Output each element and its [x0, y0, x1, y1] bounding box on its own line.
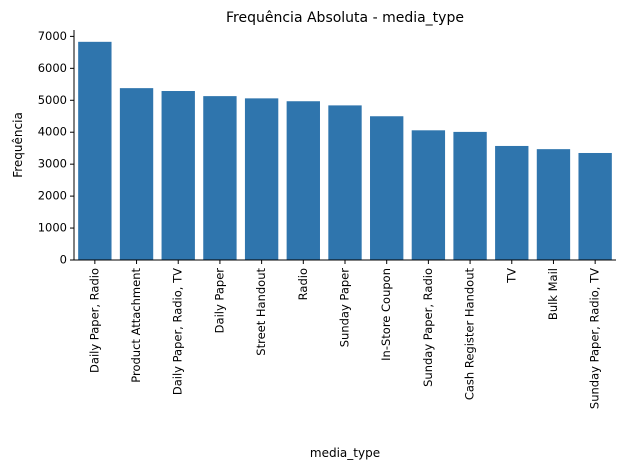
y-tick-label: 6000	[38, 61, 67, 75]
y-tick-label: 3000	[38, 157, 67, 171]
y-axis: 0 1000 2000 3000 4000 5000 6000 7000	[38, 29, 74, 267]
bar-9	[453, 131, 487, 260]
bar-10	[495, 145, 529, 260]
x-axis-label: media_type	[310, 446, 380, 460]
bar-12	[578, 152, 612, 260]
bar-6	[328, 105, 362, 260]
y-tick-label: 1000	[38, 221, 67, 235]
chart-title: Frequência Absoluta - media_type	[226, 10, 464, 26]
x-tick-label: Cash Register Handout	[463, 268, 477, 401]
x-tick-label: Daily Paper, Radio, TV	[171, 268, 185, 395]
x-tick-label: Street Handout	[254, 268, 268, 356]
x-tick-label: Sunday Paper, Radio, TV	[588, 268, 602, 409]
bar-5	[286, 101, 320, 260]
x-tick-label: Radio	[296, 268, 310, 300]
x-tick-label: Bulk Mail	[546, 268, 560, 320]
bar-8	[411, 130, 446, 260]
x-tick-label: In-Store Coupon	[379, 268, 393, 361]
y-tick-label: 4000	[38, 125, 67, 139]
y-tick-label: 5000	[38, 93, 67, 107]
bar-3	[203, 96, 237, 260]
y-tick-label: 0	[60, 253, 67, 267]
bar-11	[536, 149, 571, 260]
bar-7	[370, 116, 404, 260]
bar-2	[161, 91, 195, 260]
bars-group	[78, 41, 612, 260]
x-axis: Daily Paper, Radio Product Attachment Dail…	[87, 260, 602, 409]
x-tick-label: Sunday Paper, Radio	[421, 268, 435, 387]
x-tick-label: TV	[504, 268, 518, 284]
x-tick-label: Product Attachment	[129, 268, 143, 383]
bar-4	[244, 98, 279, 260]
bar-1	[119, 88, 154, 260]
y-axis-label: Frequência	[11, 112, 25, 178]
y-tick-label: 2000	[38, 189, 67, 203]
bar-0	[78, 41, 112, 260]
x-tick-label: Sunday Paper	[338, 268, 352, 348]
x-tick-label: Daily Paper	[212, 268, 226, 334]
x-tick-label: Daily Paper, Radio	[87, 268, 101, 373]
y-tick-label: 7000	[38, 29, 67, 43]
